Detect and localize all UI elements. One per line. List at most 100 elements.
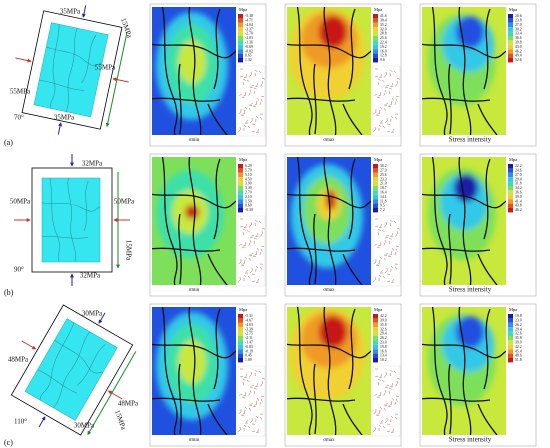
rose-tick (250, 221, 252, 225)
contour-band (319, 16, 347, 48)
load-arrow (81, 5, 87, 18)
legend-value: 29.4 (515, 177, 522, 181)
rose-tick (374, 93, 378, 96)
legend-swatch (508, 349, 513, 354)
legend-value: -2.11 (245, 336, 253, 340)
rose-tick (395, 95, 399, 97)
rose-tick (259, 401, 262, 405)
legend-swatch (238, 358, 243, 363)
rose-tick (396, 227, 400, 230)
rose-tick (256, 247, 259, 251)
rose-tick (377, 381, 379, 385)
contour-map (422, 157, 506, 285)
legend-swatch (508, 172, 513, 178)
legend-swatch (373, 36, 378, 41)
legend-swatch (508, 58, 513, 63)
rose-tick (372, 429, 376, 433)
panel-caption: σmax (323, 288, 335, 293)
legend-swatch (373, 40, 378, 45)
fracture (296, 307, 313, 435)
rose-tick (244, 256, 248, 260)
legend-value: 27.9 (380, 168, 387, 172)
rose-tick (384, 386, 388, 389)
fracture-rose (237, 65, 266, 137)
rose-tick (384, 236, 388, 239)
rose-tick (384, 239, 387, 243)
fracture (422, 343, 506, 359)
rose-frame (372, 215, 401, 287)
rose-tick (387, 280, 391, 282)
fracture (178, 363, 182, 435)
rose-tick (388, 240, 391, 244)
rose-tick (383, 92, 386, 96)
legend-value: 7.2 (380, 208, 385, 212)
rose-tick (259, 116, 263, 120)
legend-swatch (373, 336, 378, 341)
rose-tick (396, 80, 399, 84)
fracture (152, 247, 221, 252)
rose-tick (261, 230, 264, 234)
fracture (152, 43, 236, 59)
rose-tick (238, 411, 242, 415)
contour-map (152, 307, 236, 435)
rose-tick (258, 70, 262, 74)
load-diagram (15, 5, 129, 135)
fracture (53, 331, 91, 408)
legend-swatch (238, 327, 243, 332)
rose-tick (245, 223, 248, 227)
legend-swatch (238, 53, 243, 58)
rose-tick (377, 78, 381, 81)
contour-bands (289, 8, 365, 100)
rose-tick (240, 114, 244, 116)
rose-tick (392, 278, 395, 282)
rose-tick (245, 269, 249, 273)
rose-tick (261, 380, 264, 384)
fracture-rose (237, 215, 266, 287)
rose-tick (245, 119, 249, 123)
rose-tick (380, 269, 384, 273)
legend-value: -3.39 (245, 327, 253, 331)
fracture (161, 307, 178, 435)
rose-tick (377, 412, 381, 415)
legend-title: Mpa (374, 307, 382, 312)
fracture (37, 369, 78, 394)
rose-tick (249, 270, 253, 274)
legend-title: Mpa (239, 7, 247, 12)
legend-swatch (373, 349, 378, 354)
rose-tick (390, 265, 394, 269)
contour-map (152, 7, 236, 135)
fracture (161, 7, 178, 135)
legend-swatch (508, 203, 513, 208)
legend-value: 29.4 (380, 332, 387, 336)
rose-tick (380, 119, 384, 123)
legend-swatch (508, 53, 513, 58)
legend-swatch (373, 58, 378, 63)
rose-tick (243, 394, 247, 397)
legend-swatch (373, 53, 378, 58)
rose-tick (389, 369, 393, 372)
legend-value: 32.6 (515, 332, 522, 336)
legend-title: Mpa (239, 157, 247, 162)
load-label: 35MPa (54, 114, 75, 122)
rose-tick (379, 76, 383, 78)
legend-value: -2.70 (245, 32, 253, 36)
legend-swatch (238, 353, 243, 358)
rose-tick (241, 96, 245, 99)
rose-tick (255, 235, 259, 238)
rose-tick (378, 274, 382, 278)
legend-swatch (508, 27, 513, 32)
rose-tick (256, 400, 258, 404)
legend-value: 23.8 (515, 18, 522, 22)
legend-swatch (238, 208, 243, 213)
contour-bands (291, 164, 363, 268)
rose-tick (249, 89, 252, 93)
legend-swatch (508, 344, 513, 350)
rose-tick (392, 128, 395, 132)
contour-map (422, 7, 506, 135)
rose-tick (394, 401, 397, 405)
legend-title: Mpa (239, 307, 247, 312)
legend-swatch (508, 181, 513, 186)
legend-swatch (238, 322, 243, 328)
legend-value: 30.2 (515, 27, 522, 31)
rose-tick (240, 75, 244, 78)
